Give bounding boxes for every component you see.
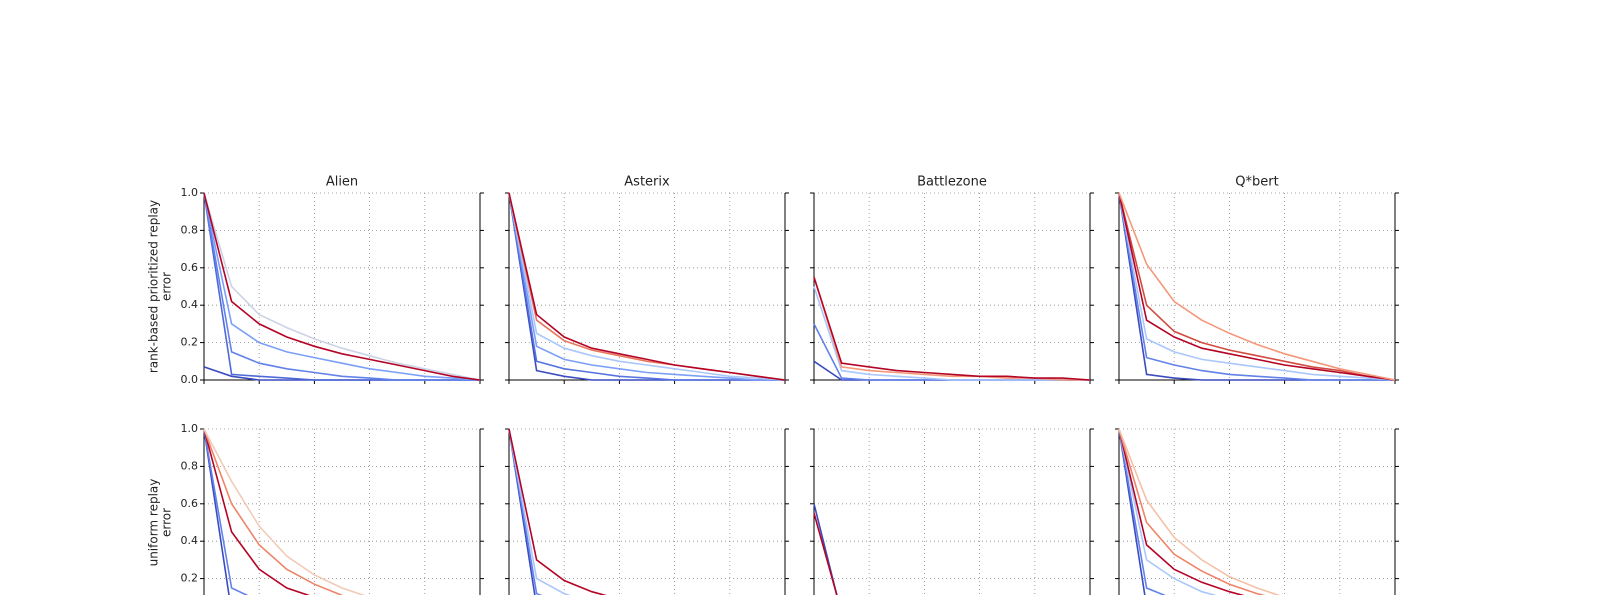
series-line	[203, 428, 311, 595]
subplot	[1115, 428, 1399, 595]
series-line	[1118, 428, 1281, 595]
subplot-title: Q*bert	[1235, 175, 1278, 190]
y-tick-label: 0.2	[181, 336, 199, 349]
subplot: 0.0 0.2 0.4 0.6 0.8 1.0 Alien rank-based priori…	[147, 175, 484, 386]
series-line	[1118, 428, 1217, 595]
series-line	[203, 428, 366, 595]
subplot-title: Alien	[326, 175, 358, 190]
y-tick-label: 0.6	[181, 497, 199, 510]
y-tick-label: 0.4	[181, 534, 199, 547]
subplot-title: Battlezone	[917, 175, 987, 190]
series-line	[203, 192, 481, 381]
series-line	[1118, 428, 1266, 595]
series-line	[508, 428, 607, 595]
series-line	[508, 192, 786, 381]
series-line	[508, 428, 571, 595]
y-tick-label: 0.8	[181, 223, 199, 236]
series-line	[203, 428, 344, 595]
series-line	[1118, 192, 1396, 381]
series-line	[508, 192, 786, 381]
subplot: Q*bert	[1115, 175, 1399, 384]
subplot	[810, 428, 1094, 595]
series-line	[1118, 192, 1395, 381]
subplot-title: Asterix	[624, 175, 670, 190]
series-line	[203, 428, 230, 595]
series-line	[1118, 428, 1245, 595]
series-line	[1118, 192, 1396, 381]
series-line	[813, 503, 838, 595]
subplot: 0.2 0.4 0.6 0.8 1.0 uniform replay error	[147, 422, 484, 595]
series-line	[203, 192, 480, 381]
y-axis-label: rank-based prioritized replay	[147, 200, 161, 373]
series-line	[813, 286, 1090, 381]
y-axis-label: error	[160, 272, 174, 301]
y-tick-label: 0.6	[181, 261, 199, 274]
series-line	[508, 192, 785, 381]
series-line	[508, 192, 786, 381]
series-line	[1118, 192, 1395, 381]
series-line	[508, 192, 785, 381]
y-tick-label: 0.0	[181, 373, 199, 386]
y-tick-label: 1.0	[181, 422, 199, 435]
series-line	[508, 192, 785, 381]
y-tick-label: 0.2	[181, 572, 199, 585]
y-tick-label: 0.8	[181, 459, 199, 472]
y-tick-label: 1.0	[181, 186, 199, 199]
series-line	[203, 192, 481, 381]
series-line	[203, 428, 249, 595]
series-line	[813, 276, 1091, 381]
subplot: Battlezone	[810, 175, 1094, 384]
series-line	[813, 512, 838, 595]
subplot	[505, 428, 789, 595]
subplot: Asterix	[505, 175, 789, 384]
series-line	[813, 323, 1090, 381]
series-line	[203, 192, 480, 381]
y-axis-label: error	[160, 508, 174, 537]
y-tick-label: 0.4	[181, 298, 199, 311]
series-line	[1118, 192, 1396, 381]
y-axis-label: uniform replay	[147, 479, 161, 567]
series-line	[813, 360, 1090, 381]
series-line	[1118, 192, 1396, 381]
series-line	[203, 192, 481, 381]
